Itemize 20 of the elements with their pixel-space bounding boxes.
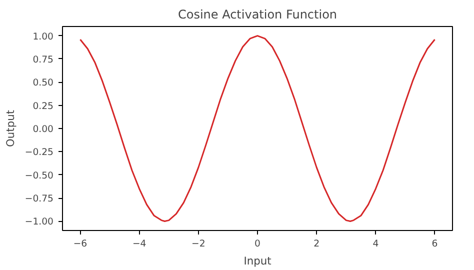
y-tick-label: −0.50 bbox=[24, 170, 54, 182]
line-series bbox=[79, 35, 436, 222]
y-tick-label: 0.25 bbox=[32, 100, 54, 112]
x-tick-label: −6 bbox=[73, 238, 88, 250]
x-tick-label: 6 bbox=[432, 238, 438, 250]
y-tick-label: −0.25 bbox=[24, 147, 54, 158]
x-axis-title: Input bbox=[244, 254, 272, 268]
x-tick-label: 4 bbox=[372, 238, 379, 250]
y-tick-label: 0.00 bbox=[32, 124, 54, 135]
x-tick-label: 0 bbox=[254, 238, 261, 250]
chart-title: Cosine Activation Function bbox=[178, 8, 338, 22]
y-tick-label: 0.75 bbox=[32, 54, 54, 66]
y-tick-label: −0.75 bbox=[24, 194, 54, 205]
x-tick-label: −2 bbox=[192, 238, 206, 250]
x-tick-label: −4 bbox=[132, 238, 146, 250]
y-axis-title: Output bbox=[4, 110, 17, 148]
y-tick-label: 1.00 bbox=[32, 31, 54, 42]
x-tick-label: 2 bbox=[314, 238, 320, 250]
y-tick-label: 0.50 bbox=[32, 78, 54, 89]
y-tick-label: −1.00 bbox=[24, 216, 54, 228]
